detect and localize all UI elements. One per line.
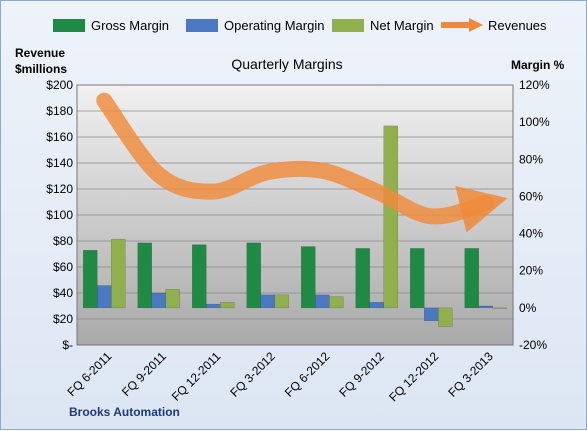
x-tick-label: FQ 6-2011 (65, 349, 115, 399)
bar-operating-margin (315, 294, 330, 309)
bar-gross-margin (83, 250, 98, 309)
right-tick-label: 0% (519, 301, 537, 315)
left-tick-label: $100 (46, 208, 73, 222)
right-tick-label: 120% (519, 78, 550, 92)
bar-operating-margin (369, 302, 384, 309)
left-tick-label: $120 (46, 182, 73, 196)
left-tick-label: $- (62, 338, 73, 352)
x-tick-label: FQ 12-2011 (169, 349, 224, 404)
plot-border (76, 84, 514, 346)
left-tick-label: $140 (46, 156, 73, 170)
bar-operating-margin (97, 285, 112, 309)
bar-gross-margin (137, 242, 152, 309)
legend: Gross Margin Operating Margin Net Margin… (53, 18, 547, 33)
bar-operating-margin (151, 292, 166, 309)
right-tick-label: 60% (519, 189, 543, 203)
bar-gross-margin (192, 244, 207, 309)
bar-net-margin (111, 238, 126, 309)
x-axis-ticks: FQ 6-2011 FQ 9-2011 FQ 12-2011 FQ 3-2012 FQ … (65, 349, 497, 404)
legend-swatch-operating-margin (186, 19, 218, 32)
x-tick-label: FQ 12-2012 (386, 349, 441, 404)
left-tick-label: $20 (53, 312, 73, 326)
legend-swatch-revenues (441, 18, 483, 32)
left-tick-label: $200 (46, 78, 73, 92)
bar-net-margin (274, 294, 289, 309)
right-axis-title: Margin % (511, 58, 565, 72)
x-tick-label: FQ 3-2013 (445, 349, 496, 400)
x-tick-label: FQ 9-2012 (336, 349, 387, 400)
right-tick-label: 40% (519, 227, 543, 241)
left-tick-label: $40 (53, 286, 73, 300)
bar-gross-margin (464, 248, 479, 309)
bars-layer (83, 125, 507, 327)
bar-operating-margin (260, 294, 275, 309)
legend-label-operating-margin: Operating Margin (224, 18, 324, 33)
left-tick-label: $180 (46, 104, 73, 118)
bar-operating-margin (424, 307, 439, 322)
bar-gross-margin (410, 248, 425, 309)
bar-net-margin (438, 307, 453, 327)
x-tick-label: FQ 6-2012 (282, 349, 333, 400)
legend-swatch-net-margin (332, 19, 364, 32)
left-axis-title-line2: $millions (15, 62, 67, 76)
legend-swatch-gross-margin (53, 19, 85, 32)
bar-net-margin (383, 125, 398, 309)
legend-label-gross-margin: Gross Margin (91, 18, 169, 33)
revenues-line (96, 92, 508, 233)
left-axis-ticks: $- $20 $40 $60 $80 $100 $120 $140 $160 $180 $200 (46, 78, 73, 352)
x-tick-label: FQ 9-2011 (119, 349, 169, 399)
chart-title: Quarterly Margins (231, 56, 342, 72)
right-tick-label: -20% (519, 338, 547, 352)
left-tick-label: $160 (46, 130, 73, 144)
right-tick-label: 20% (519, 264, 543, 278)
right-tick-label: 100% (519, 115, 550, 129)
bar-net-margin (329, 296, 344, 309)
bar-operating-margin (206, 303, 221, 309)
bar-gross-margin (355, 248, 370, 309)
bar-net-margin (220, 302, 235, 309)
legend-label-revenues: Revenues (488, 18, 547, 33)
bar-gross-margin (246, 242, 261, 309)
right-axis-ticks: -20% 0% 20% 40% 60% 80% 100% 120% (519, 78, 550, 352)
left-tick-label: $80 (53, 234, 73, 248)
chart-caption: Brooks Automation (69, 405, 180, 419)
x-tick-label: FQ 3-2012 (227, 349, 278, 400)
right-tick-label: 80% (519, 152, 543, 166)
left-tick-label: $60 (53, 260, 73, 274)
bar-net-margin (492, 307, 507, 309)
bar-operating-margin (478, 305, 493, 309)
left-axis-title-line1: Revenue (15, 46, 65, 60)
bar-net-margin (165, 289, 180, 309)
bar-gross-margin (301, 246, 316, 309)
legend-label-net-margin: Net Margin (370, 18, 434, 33)
